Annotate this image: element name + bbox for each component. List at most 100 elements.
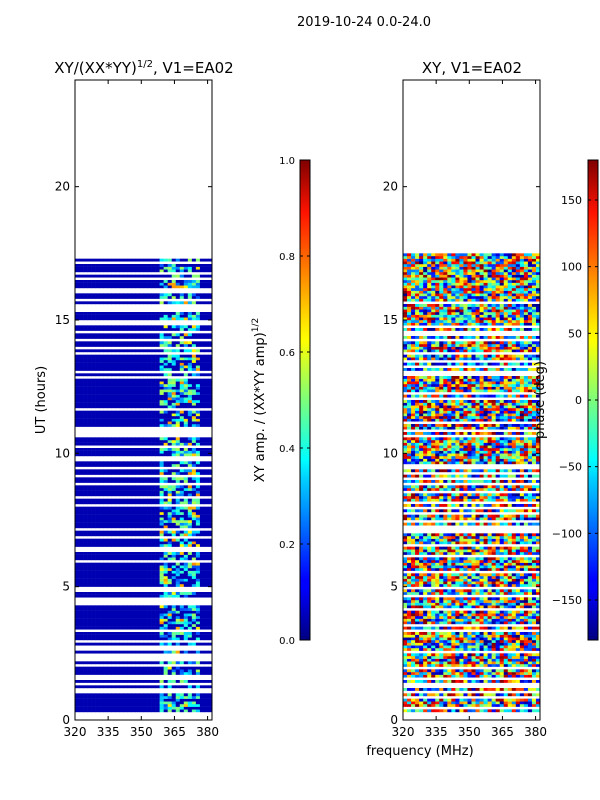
heatmap-cell [99,506,104,510]
heatmap-cell [167,706,173,710]
heatmap-cell [111,488,116,491]
heatmap-cell [199,280,205,283]
heatmap-cell [131,701,136,705]
heatmap-cell [407,613,412,617]
heatmap-cell [519,704,525,707]
heatmap-cell [139,450,144,454]
heatmap-cell [123,448,128,451]
x-tick-label: 320 [64,725,87,739]
heatmap-cell [139,325,144,329]
heatmap-cell [131,354,136,358]
heatmap-cell [203,360,209,363]
heatmap-cell [135,418,140,422]
heatmap-cell [131,413,136,417]
heatmap-cell [191,520,197,523]
heatmap-cell [95,397,100,401]
heatmap-cell [123,488,128,491]
heatmap-cell [107,402,112,406]
heatmap-cell [455,688,460,691]
heatmap-cell [107,317,112,321]
heatmap-cell [123,384,128,387]
heatmap-cell [207,698,213,702]
heatmap-cell [175,450,181,454]
heatmap-cell [143,312,148,315]
heatmap-cell [131,362,136,366]
heatmap-cell [135,605,140,609]
heatmap-cell [127,672,132,675]
heatmap-cell [87,490,92,494]
heatmap-cell [507,642,513,646]
heatmap-cell [99,634,104,638]
heatmap-cell [127,448,132,451]
heatmap-cell [451,664,456,667]
heatmap-cell [191,381,197,385]
heatmap-cell [83,637,88,641]
heatmap-cell [411,698,416,702]
heatmap-cell [127,461,132,465]
heatmap-cell [143,405,148,409]
heatmap-cell [79,570,84,574]
heatmap-cell [203,680,209,683]
heatmap-cell [491,626,496,630]
heatmap-cell [415,672,420,675]
heatmap-cell [187,394,193,398]
heatmap-cell [99,514,104,518]
heatmap-cell [103,410,108,414]
heatmap-cell [103,368,108,371]
heatmap-cell [123,594,128,598]
heatmap-cell [75,530,80,534]
heatmap-cell [487,658,492,662]
heatmap-cell [83,621,88,625]
heatmap-cell [175,562,181,566]
heatmap-cell [195,637,201,641]
heatmap-cell [179,533,185,537]
heatmap-cell [183,696,189,699]
heatmap-cell [195,296,201,299]
heatmap-cell [91,509,96,513]
heatmap-cell [131,693,136,697]
heatmap-cell [507,648,513,651]
heatmap-cell [115,282,120,286]
heatmap-cell [207,650,213,654]
heatmap-cell [119,541,124,545]
heatmap-cell [143,293,148,297]
amp-colorbar-label: XY amp. / (XX*YY amp)1/2 [251,318,268,482]
heatmap-cell [195,650,201,654]
heatmap-cell [183,701,189,705]
heatmap-cell [131,565,136,569]
heatmap-cell [483,632,488,635]
heatmap-cell [75,424,80,427]
heatmap-cell [175,701,181,705]
heatmap-cell [127,317,132,321]
heatmap-cell [87,541,92,545]
heatmap-cell [163,706,168,710]
heatmap-cell [147,685,152,689]
heatmap-cell [123,357,128,361]
heatmap-cell [155,608,160,611]
heatmap-cell [187,632,193,635]
heatmap-cell [403,658,408,662]
heatmap-cell [183,384,189,387]
heatmap-cell [195,362,201,366]
heatmap-cell [103,592,108,595]
heatmap-cell [95,650,100,654]
heatmap-cell [131,328,136,331]
heatmap-cell [147,570,152,574]
heatmap-cell [131,461,136,465]
heatmap-cell [407,656,412,659]
heatmap-cell [203,269,209,273]
heatmap-cell [139,266,144,270]
heatmap-cell [79,274,84,278]
heatmap-cell [131,581,136,585]
heatmap-cell [103,285,108,289]
heatmap-cell [519,701,525,705]
heatmap-cell [107,480,112,483]
heatmap-cell [119,258,124,262]
heatmap-cell [155,357,160,361]
heatmap-cell [87,552,92,555]
heatmap-cell [75,413,80,417]
heatmap-cell [507,674,513,678]
heatmap-cell [179,386,185,390]
heatmap-cell [139,509,144,513]
heatmap-cell [151,709,156,713]
